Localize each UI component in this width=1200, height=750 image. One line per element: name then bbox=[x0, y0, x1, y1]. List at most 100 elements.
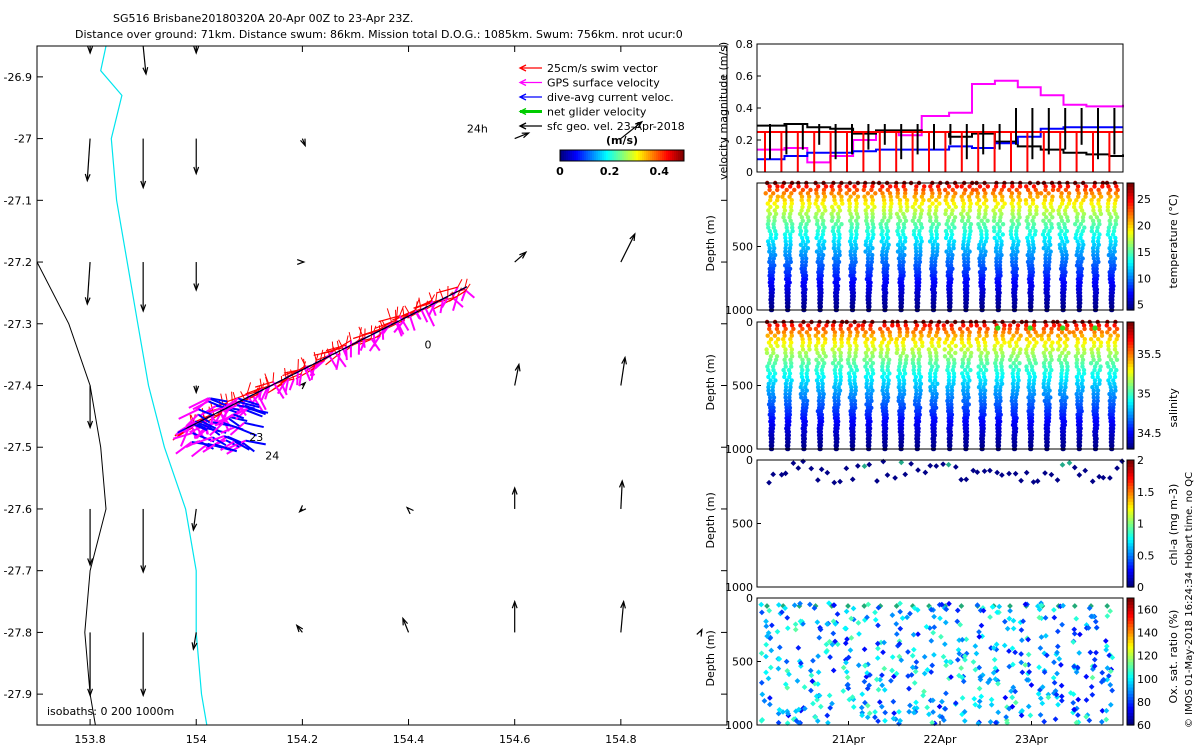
profile-point bbox=[805, 246, 811, 251]
oxy-point bbox=[807, 667, 814, 674]
profile-point bbox=[985, 184, 990, 189]
speed-colorbar-segment bbox=[662, 150, 665, 161]
profile-point bbox=[770, 287, 776, 292]
profile-point bbox=[1016, 201, 1021, 206]
profile-point bbox=[943, 211, 948, 217]
profile-point bbox=[879, 232, 884, 237]
profile-point bbox=[786, 283, 791, 289]
profile-point bbox=[981, 276, 986, 282]
swim-vector bbox=[257, 386, 260, 395]
profile-point bbox=[797, 211, 803, 217]
profile-point bbox=[1067, 198, 1073, 203]
profile-point bbox=[1062, 246, 1067, 251]
profile-point bbox=[1091, 208, 1096, 213]
profile-point bbox=[994, 256, 999, 261]
profile-point bbox=[967, 235, 972, 241]
profile-point bbox=[1080, 215, 1086, 220]
geo-vector-head bbox=[402, 616, 409, 626]
profile-point bbox=[864, 215, 869, 220]
coastline bbox=[100, 45, 208, 726]
profile-point bbox=[863, 201, 868, 206]
profile-point bbox=[1001, 184, 1007, 189]
profile-point bbox=[1078, 263, 1083, 268]
profile-point bbox=[976, 246, 982, 251]
profile-point bbox=[1048, 211, 1053, 217]
profile-point bbox=[965, 256, 971, 261]
profile-point bbox=[848, 266, 853, 271]
profile-point bbox=[1025, 215, 1030, 220]
dive-avg-vector bbox=[247, 407, 269, 414]
profile-point bbox=[913, 208, 918, 213]
profile-point bbox=[851, 280, 856, 285]
profile-point bbox=[785, 259, 790, 265]
profile-point bbox=[897, 218, 903, 223]
profile-point bbox=[788, 256, 793, 261]
profile-point bbox=[768, 204, 773, 210]
profile-point bbox=[976, 198, 982, 203]
profile-point bbox=[982, 194, 987, 199]
profile-point bbox=[994, 266, 999, 271]
oxy-point bbox=[973, 650, 980, 657]
profile-point bbox=[888, 204, 893, 210]
profile-point bbox=[805, 235, 810, 241]
dive-avg-vector bbox=[243, 421, 264, 429]
profile-point bbox=[847, 204, 852, 210]
dive-avg-vector bbox=[210, 397, 228, 403]
profile-point bbox=[1041, 211, 1047, 217]
oxy-point bbox=[844, 636, 850, 642]
profile-point bbox=[992, 194, 998, 199]
oxy-point bbox=[850, 704, 857, 710]
dive-avg-vector bbox=[243, 443, 255, 453]
profile-point bbox=[836, 276, 841, 282]
profile-point bbox=[782, 232, 788, 237]
profile-point bbox=[974, 187, 979, 193]
oxy-point bbox=[817, 703, 824, 710]
profile-point bbox=[1060, 325, 1066, 331]
profile-point bbox=[981, 187, 987, 193]
oxy-point bbox=[875, 718, 881, 725]
oxy-point bbox=[891, 710, 897, 716]
profile-point bbox=[851, 273, 856, 278]
chl-colorbar-tick: 1 bbox=[1137, 518, 1144, 531]
oxy-point bbox=[1075, 712, 1081, 718]
profile-point bbox=[870, 198, 875, 203]
profile-point bbox=[798, 191, 803, 196]
profile-point bbox=[865, 228, 870, 234]
profile-point bbox=[944, 201, 950, 206]
profile-point bbox=[913, 191, 919, 196]
profile-point bbox=[902, 239, 908, 244]
profile-point bbox=[895, 194, 900, 199]
profile-point bbox=[854, 187, 860, 193]
gps-vector bbox=[220, 425, 236, 434]
chl-point bbox=[994, 469, 1000, 476]
profile-point bbox=[962, 228, 968, 234]
profile-point bbox=[1029, 297, 1034, 302]
profile-point bbox=[953, 204, 958, 210]
profile-point bbox=[783, 242, 789, 247]
profile-point bbox=[1042, 228, 1047, 234]
speed-colorbar-segment bbox=[582, 150, 585, 161]
profile-point bbox=[1059, 263, 1064, 268]
profile-point bbox=[1029, 276, 1034, 282]
geo-vector-head bbox=[191, 642, 198, 651]
geo-vector-shaft bbox=[514, 132, 529, 140]
profile-point bbox=[772, 252, 778, 258]
profile-point bbox=[964, 270, 969, 275]
profile-point bbox=[1009, 201, 1014, 206]
isobath-line bbox=[36, 261, 107, 726]
profile-point bbox=[851, 283, 856, 289]
profile-point bbox=[999, 239, 1004, 244]
chl-point bbox=[1006, 470, 1012, 477]
profile-point bbox=[1057, 232, 1062, 237]
profile-point bbox=[961, 323, 966, 328]
profile-point bbox=[944, 194, 949, 199]
profile-point bbox=[787, 215, 792, 220]
profile-point bbox=[885, 187, 890, 193]
profile-point bbox=[969, 191, 974, 196]
oxy-point bbox=[888, 677, 894, 684]
profile-point bbox=[869, 259, 874, 265]
chl-colorbar-segment bbox=[1127, 460, 1134, 464]
profile-point bbox=[802, 280, 808, 285]
